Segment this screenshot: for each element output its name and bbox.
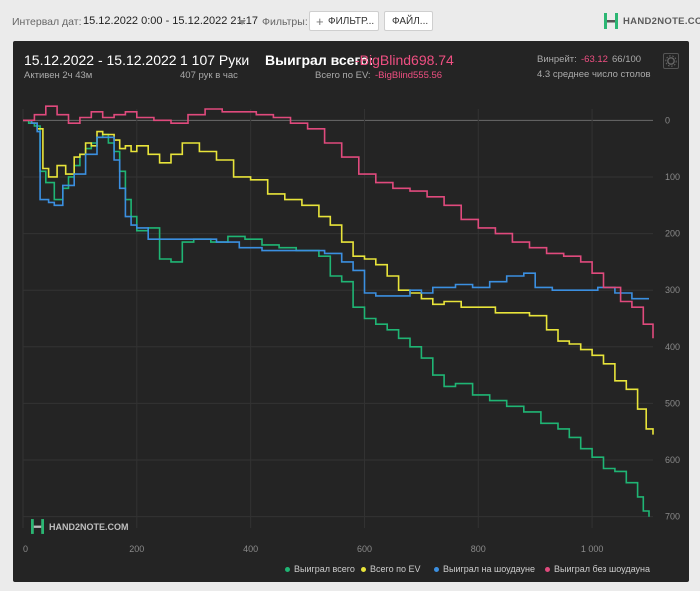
filters-label: Фильтры: (262, 16, 308, 28)
chevron-down-icon[interactable] (238, 20, 246, 25)
legend-item[interactable]: Выиграл всего (285, 564, 355, 574)
legend-label: Выиграл всего (294, 564, 355, 574)
winrate-label: Винрейт: (537, 54, 577, 65)
series-line-1 (23, 119, 650, 517)
winrate-denominator: 66/100 (612, 54, 642, 65)
legend-dot (361, 566, 366, 572)
x-tick-label: 1 000 (581, 544, 604, 554)
legend-item[interactable]: Всего по EV (361, 564, 420, 574)
filter-button[interactable]: + ФИЛЬТР... (309, 11, 379, 31)
file-button[interactable]: ФАЙЛ... (384, 11, 433, 31)
watermark: HAND2NOTE.COM (31, 519, 129, 534)
settings-button[interactable] (663, 53, 679, 69)
filter-button-label: ФИЛЬТР... (328, 16, 375, 27)
toolbar: Интервал дат: 15.12.2022 0:00 - 15.12.20… (0, 0, 700, 40)
won-total-value: -BigBlind698.74 (355, 52, 454, 68)
legend-dot (285, 566, 290, 572)
legend-label: Выиграл без шоудауна (554, 564, 650, 574)
x-tick-label: 0 (23, 544, 28, 554)
x-tick-label: 400 (243, 544, 258, 554)
watermark-logo-icon (31, 519, 44, 534)
x-tick-label: 200 (129, 544, 144, 554)
logo-icon (604, 13, 618, 29)
y-tick-label: 200 (665, 229, 680, 239)
graph-panel: 15.12.2022 - 15.12.2022 Активен 2ч 43м 1… (13, 41, 689, 582)
interval-dropdown[interactable]: 15.12.2022 0:00 - 15.12.2022 21:17 (83, 15, 258, 27)
active-time: Активен 2ч 43м (24, 70, 93, 81)
avg-tables: 4.3 среднее число столов (537, 69, 651, 80)
y-tick-label: 700 (665, 512, 680, 522)
interval-label: Интервал дат: (12, 16, 82, 28)
x-tick-label: 600 (357, 544, 372, 554)
date-range: 15.12.2022 - 15.12.2022 (24, 52, 177, 68)
watermark-text: HAND2NOTE.COM (49, 521, 129, 532)
hands-count: 1 107 Руки (180, 52, 250, 68)
ev-value: -BigBlind555.56 (375, 70, 443, 81)
hands-per-hour: 407 рук в час (180, 70, 238, 81)
y-tick-label: 400 (665, 342, 680, 352)
series-line-2 (23, 119, 654, 435)
legend-dot (545, 566, 550, 572)
file-button-label: ФАЙЛ... (392, 16, 429, 27)
ev-label: Всего по EV: (315, 70, 371, 81)
gear-icon (665, 55, 677, 67)
logo: HAND2NOTE.COM (604, 12, 700, 30)
legend-item[interactable]: Выиграл на шоудауне (434, 564, 535, 574)
series-line-3 (23, 119, 649, 300)
y-tick-label: 0 (665, 115, 670, 125)
logo-text: HAND2NOTE.COM (623, 15, 700, 27)
legend-dot (434, 566, 439, 572)
winnings-chart[interactable]: 0 100 200 300 400 500 600 700 0 200 400 600 800 1 000 (13, 41, 689, 582)
winrate-value: -63.12 (581, 54, 608, 65)
plus-icon: + (316, 14, 324, 29)
x-tick-label: 800 (471, 544, 486, 554)
y-tick-label: 500 (665, 398, 680, 408)
y-tick-label: 100 (665, 172, 680, 182)
y-tick-label: 300 (665, 285, 680, 295)
y-tick-label: 600 (665, 455, 680, 465)
won-total-label: Выиграл всего: (265, 52, 374, 68)
series-line-4 (23, 105, 654, 339)
legend-label: Выиграл на шоудауне (443, 564, 535, 574)
legend-item[interactable]: Выиграл без шоудауна (545, 564, 650, 574)
legend-label: Всего по EV (370, 564, 421, 574)
